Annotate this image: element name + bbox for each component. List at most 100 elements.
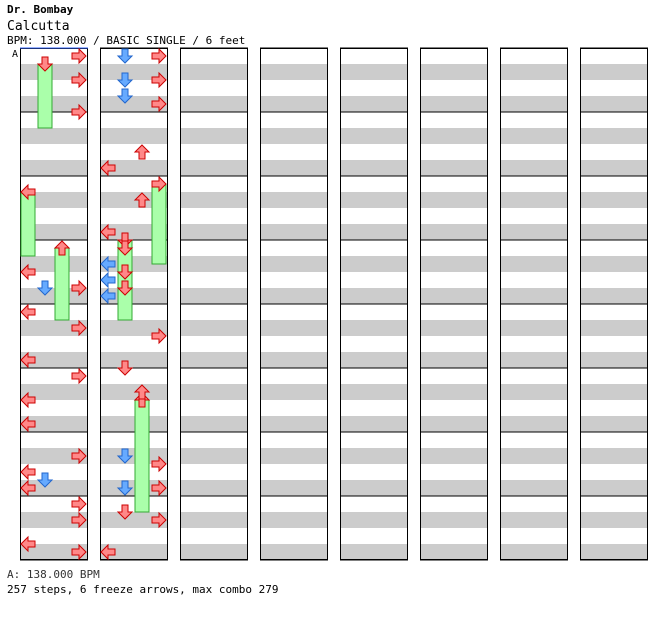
stripe [100, 448, 168, 464]
stripe [580, 416, 648, 432]
stripe [100, 288, 168, 304]
stripe [260, 160, 328, 176]
stripe [260, 288, 328, 304]
stripe [20, 240, 88, 256]
quarter-note-arrow [133, 192, 151, 208]
quarter-note-arrow [151, 511, 167, 529]
stripe [420, 448, 488, 464]
stripe [420, 464, 488, 480]
stripe [100, 240, 168, 256]
bpm-legend: A: 138.000 BPM [7, 568, 100, 581]
arrow-shape [53, 240, 71, 256]
arrow-shape [36, 280, 54, 296]
stripe [180, 192, 248, 208]
chart-column [260, 47, 328, 561]
stripe [180, 336, 248, 352]
stripe [180, 48, 248, 64]
stripe [20, 144, 88, 160]
arrow-shape [71, 511, 87, 529]
stripe [420, 528, 488, 544]
eighth-note-arrow [100, 287, 116, 305]
stripe [580, 448, 648, 464]
arrow-shape [71, 319, 87, 337]
stripe [20, 496, 88, 512]
quarter-note-arrow [71, 543, 87, 561]
stripe [420, 304, 488, 320]
stripe [260, 240, 328, 256]
chart-info: BPM: 138.000 / BASIC SINGLE / 6 feet [7, 34, 246, 47]
eighth-note-arrow [116, 88, 134, 104]
stripe [420, 112, 488, 128]
arrow-shape [20, 303, 36, 321]
stripe [580, 288, 648, 304]
arrow-shape [116, 480, 134, 496]
stripe [500, 48, 568, 64]
stripe [580, 256, 648, 272]
arrow-shape [100, 223, 116, 241]
stripe [580, 432, 648, 448]
column-border [100, 48, 168, 560]
stripe [180, 400, 248, 416]
stripe [500, 480, 568, 496]
stripe [580, 320, 648, 336]
chart-column [100, 47, 168, 561]
stripe [260, 80, 328, 96]
stripe [100, 256, 168, 272]
arrow-shape [20, 351, 36, 369]
stripe [580, 304, 648, 320]
stripe [500, 160, 568, 176]
stripe [420, 160, 488, 176]
quarter-note-arrow [71, 511, 87, 529]
stripe [420, 480, 488, 496]
stripe [100, 400, 168, 416]
chart-column [580, 47, 648, 561]
stripe [420, 352, 488, 368]
stripe [580, 176, 648, 192]
arrow-shape [133, 192, 151, 208]
quarter-note-arrow [116, 280, 134, 296]
stripe [20, 112, 88, 128]
stripe [340, 144, 408, 160]
stripe [580, 208, 648, 224]
stripe [580, 464, 648, 480]
stripe [100, 176, 168, 192]
chart-column [20, 47, 88, 561]
stripe [180, 432, 248, 448]
stripe [20, 368, 88, 384]
stripe [180, 288, 248, 304]
stripe [500, 128, 568, 144]
eighth-note-arrow [36, 280, 54, 296]
stripe [580, 240, 648, 256]
stripe [180, 448, 248, 464]
arrow-shape [151, 47, 167, 65]
stripe [500, 176, 568, 192]
stripe [500, 416, 568, 432]
stripe [500, 192, 568, 208]
stripe [20, 448, 88, 464]
arrow-shape [71, 279, 87, 297]
stripe [420, 512, 488, 528]
stripe [20, 464, 88, 480]
stripe [100, 496, 168, 512]
stripe [500, 384, 568, 400]
eighth-note-arrow [100, 255, 116, 273]
stripe [180, 208, 248, 224]
stripe [180, 496, 248, 512]
bpm-marker-label: A [12, 49, 18, 60]
stripe [100, 368, 168, 384]
arrow-shape [116, 48, 134, 64]
stripe [340, 528, 408, 544]
stripe [180, 528, 248, 544]
stripe [180, 144, 248, 160]
stripe [500, 96, 568, 112]
stripe [20, 400, 88, 416]
quarter-note-arrow [71, 71, 87, 89]
stripe [100, 64, 168, 80]
arrow-shape [100, 543, 116, 561]
arrow-shape [116, 448, 134, 464]
stripe [500, 256, 568, 272]
stripe [580, 96, 648, 112]
arrow-shape [116, 88, 134, 104]
arrow-shape [36, 56, 54, 72]
arrow-shape [133, 144, 151, 160]
